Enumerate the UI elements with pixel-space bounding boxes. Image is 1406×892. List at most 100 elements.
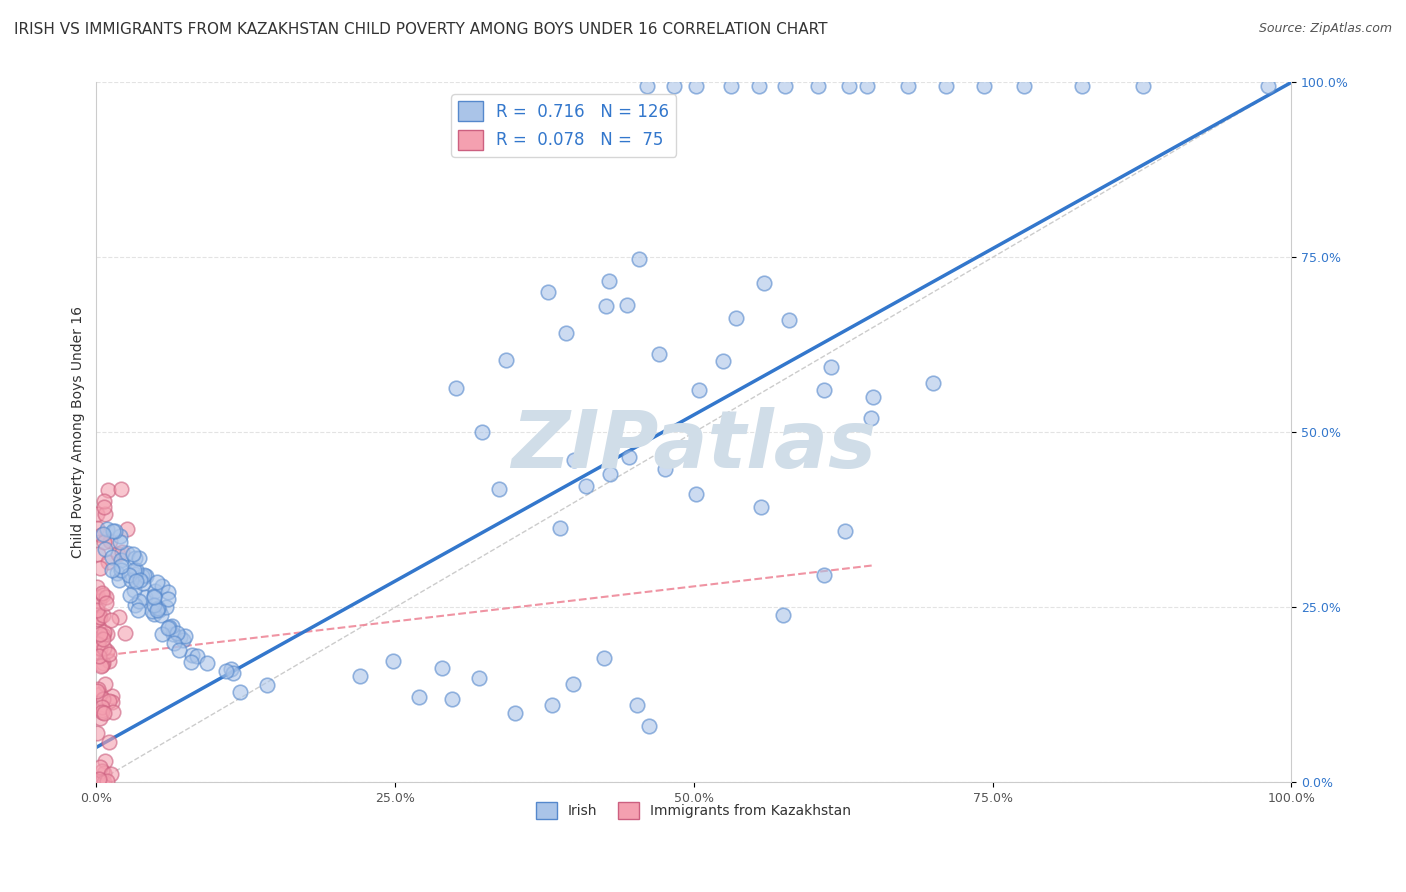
Point	[897, 78, 920, 93]
Point	[444, 381, 467, 395]
Point	[100, 695, 122, 709]
Point	[150, 579, 173, 593]
Point	[132, 568, 155, 582]
Text: IRISH VS IMMIGRANTS FROM KAZAKHSTAN CHILD POVERTY AMONG BOYS UNDER 16 CORRELATIO: IRISH VS IMMIGRANTS FROM KAZAKHSTAN CHIL…	[14, 22, 828, 37]
Point	[93, 507, 115, 521]
Point	[96, 591, 118, 605]
Point	[86, 580, 108, 594]
Point	[115, 522, 138, 536]
Point	[141, 604, 163, 618]
Point	[150, 627, 173, 641]
Point	[725, 310, 748, 325]
Point	[548, 521, 571, 535]
Point	[93, 774, 115, 789]
Point	[90, 659, 112, 673]
Point	[110, 482, 132, 496]
Point	[859, 410, 882, 425]
Point	[157, 591, 180, 606]
Point	[101, 524, 124, 538]
Point	[172, 633, 194, 648]
Point	[124, 598, 146, 612]
Point	[162, 627, 184, 641]
Point	[720, 78, 742, 93]
Point	[654, 462, 676, 476]
Point	[114, 626, 136, 640]
Point	[488, 482, 510, 496]
Point	[471, 425, 494, 440]
Point	[93, 625, 115, 640]
Point	[169, 630, 191, 644]
Point	[86, 726, 108, 740]
Point	[100, 613, 122, 627]
Point	[180, 648, 202, 663]
Point	[748, 78, 770, 93]
Point	[124, 550, 146, 565]
Point	[93, 640, 115, 655]
Point	[616, 298, 638, 312]
Point	[110, 559, 132, 574]
Point	[97, 483, 120, 497]
Point	[97, 647, 120, 661]
Point	[148, 603, 170, 617]
Point	[98, 693, 121, 707]
Point	[110, 553, 132, 567]
Point	[495, 353, 517, 368]
Point	[89, 760, 111, 774]
Point	[93, 765, 115, 780]
Point	[160, 618, 183, 632]
Point	[89, 610, 111, 624]
Point	[90, 764, 112, 778]
Point	[132, 575, 155, 590]
Point	[87, 637, 110, 651]
Point	[101, 705, 124, 719]
Point	[554, 326, 576, 340]
Point	[86, 521, 108, 535]
Point	[148, 601, 170, 615]
Point	[838, 78, 860, 93]
Point	[143, 584, 166, 599]
Point	[619, 450, 641, 465]
Point	[186, 648, 208, 663]
Point	[626, 698, 648, 713]
Point	[101, 550, 124, 565]
Point	[86, 603, 108, 617]
Point	[93, 500, 115, 515]
Point	[91, 586, 114, 600]
Point	[599, 467, 621, 482]
Point	[688, 383, 710, 397]
Point	[856, 78, 879, 93]
Point	[468, 671, 491, 685]
Point	[98, 735, 121, 749]
Point	[228, 685, 250, 699]
Point	[104, 524, 127, 538]
Point	[89, 607, 111, 621]
Point	[1012, 78, 1035, 93]
Point	[807, 78, 830, 93]
Point	[537, 285, 560, 299]
Point	[155, 599, 177, 614]
Point	[146, 603, 169, 617]
Point	[973, 78, 995, 93]
Point	[195, 656, 218, 670]
Point	[778, 312, 800, 326]
Point	[89, 772, 111, 786]
Point	[89, 641, 111, 656]
Point	[935, 78, 957, 93]
Point	[124, 566, 146, 581]
Point	[107, 609, 129, 624]
Point	[862, 391, 884, 405]
Point	[166, 625, 188, 640]
Point	[87, 594, 110, 608]
Point	[638, 719, 661, 733]
Point	[598, 274, 620, 288]
Point	[122, 582, 145, 597]
Point	[91, 774, 114, 789]
Point	[1071, 78, 1094, 93]
Point	[647, 347, 669, 361]
Point	[89, 561, 111, 575]
Point	[96, 644, 118, 658]
Point	[921, 376, 943, 391]
Point	[125, 563, 148, 577]
Point	[87, 590, 110, 604]
Point	[775, 78, 797, 93]
